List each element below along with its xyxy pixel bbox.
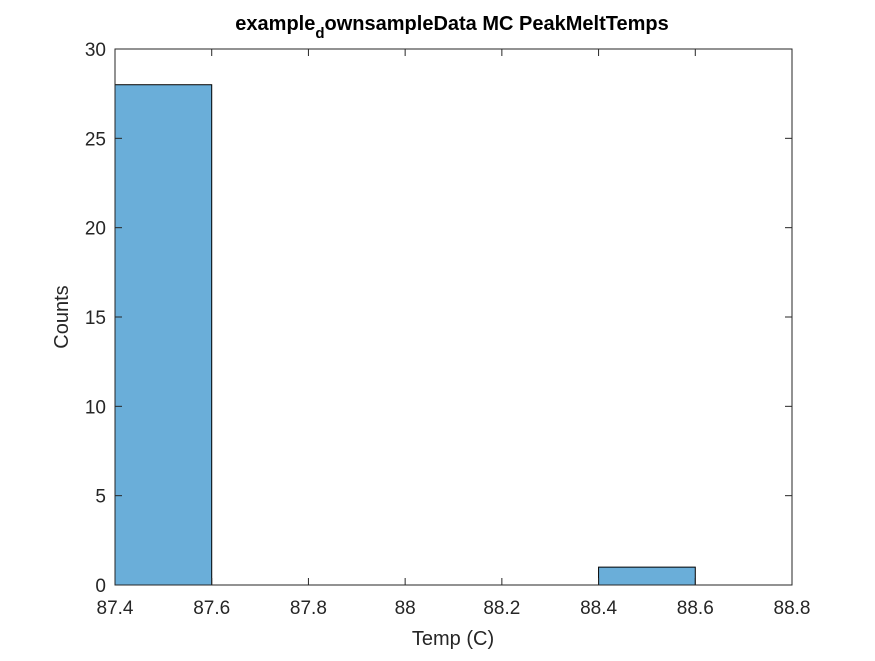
chart-title-part1: example [235, 13, 315, 35]
x-tick-label: 87.4 [97, 598, 134, 619]
x-tick-label: 88 [395, 598, 416, 619]
y-tick-label: 20 [85, 219, 106, 240]
x-tick-label: 88.6 [677, 598, 714, 619]
ticks-group [114, 48, 793, 586]
chart-title-part2: ownsampleData MC PeakMeltTemps [325, 13, 669, 35]
y-tick-label: 5 [95, 487, 106, 508]
plot-area-frame [114, 48, 793, 586]
x-tick-label: 87.6 [193, 598, 230, 619]
tick-labels-group: 87.4 87.6 87.8 88 88.2 88.4 88.6 88.8 0 5 10 15 20 25… [85, 40, 811, 619]
histogram-bar-1 [598, 566, 696, 586]
y-tick-label: 25 [85, 129, 106, 150]
y-axis-label: Counts [51, 285, 73, 348]
x-tick-label: 88.4 [580, 598, 617, 619]
bars-group [114, 84, 696, 586]
y-tick-label: 10 [85, 397, 106, 418]
y-tick-label: 15 [85, 308, 106, 329]
chart-title: exampledownsampleData MC PeakMeltTemps [235, 13, 668, 42]
y-tick-label: 30 [85, 40, 106, 61]
x-tick-label: 88.2 [483, 598, 520, 619]
x-tick-label: 87.8 [290, 598, 327, 619]
x-axis-label: Temp (C) [412, 628, 494, 650]
chart-title-subscript: d [315, 25, 324, 42]
y-tick-label: 0 [95, 576, 106, 597]
histogram-bar-0 [114, 84, 213, 586]
x-tick-label: 88.8 [774, 598, 811, 619]
